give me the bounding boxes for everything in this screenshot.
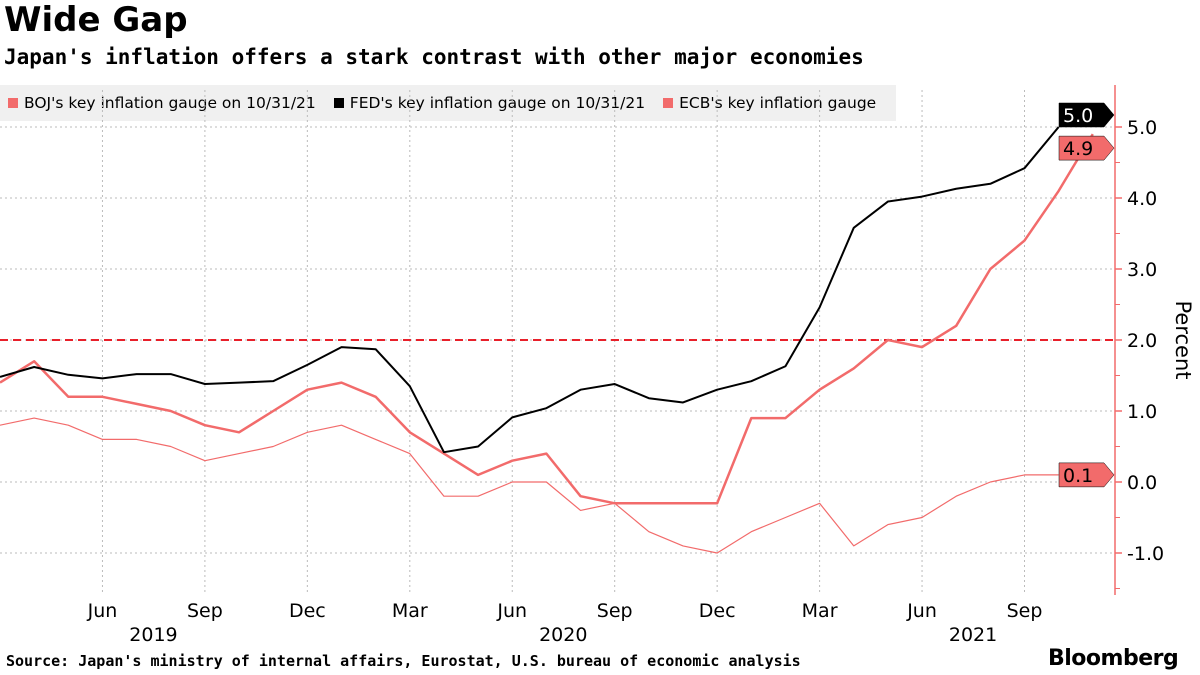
legend-item-boj: BOJ's key inflation gauge on 10/31/21	[8, 94, 316, 112]
chart-subtitle: Japan's inflation offers a stark contras…	[4, 45, 864, 69]
y-tick-label: 2.0	[1127, 330, 1157, 352]
x-tick-label: Sep	[1007, 600, 1043, 622]
x-tick-label: Mar	[392, 600, 428, 622]
series-line-boj	[0, 417, 1059, 554]
series-line-ecb	[0, 133, 1094, 505]
legend-swatch	[663, 98, 674, 108]
x-tick-label: Jun	[906, 600, 937, 622]
end-label-fed: 5.0	[1058, 102, 1115, 128]
end-label-text: 5.0	[1063, 105, 1093, 127]
y-tick-label: 4.0	[1127, 188, 1157, 210]
x-year-label: 2019	[129, 624, 177, 646]
x-tick-label: Jun	[496, 600, 527, 622]
y-tick-label: 3.0	[1127, 259, 1157, 281]
y-axis-label: Percent	[1171, 300, 1195, 379]
y-tick-label: -1.0	[1127, 543, 1164, 565]
legend-label: ECB's key inflation gauge	[679, 94, 877, 112]
x-year-label: 2021	[949, 624, 997, 646]
end-label-tag	[1058, 462, 1115, 488]
legend-label: FED's key inflation gauge on 10/31/21	[349, 94, 646, 112]
y-tick-label: 1.0	[1127, 401, 1157, 423]
legend: BOJ's key inflation gauge on 10/31/21 FE…	[0, 85, 897, 121]
legend-item-ecb: ECB's key inflation gauge	[663, 94, 876, 112]
end-label-text: 0.1	[1063, 465, 1093, 487]
x-tick-label: Dec	[289, 600, 326, 622]
x-tick-label: Dec	[699, 600, 736, 622]
series-line-fed	[0, 126, 1060, 454]
legend-swatch	[8, 98, 18, 108]
bloomberg-logo: Bloomberg	[1048, 646, 1179, 671]
end-label-boj: 0.1	[1058, 462, 1115, 488]
chart-title: Wide Gap	[4, 0, 188, 40]
legend-item-fed: FED's key inflation gauge on 10/31/21	[333, 94, 646, 112]
end-label-ecb: 4.9	[1058, 135, 1115, 161]
legend-label: BOJ's key inflation gauge on 10/31/21	[24, 94, 316, 112]
x-tick-label: Sep	[597, 600, 633, 622]
legend-swatch	[333, 98, 344, 108]
x-tick-label: Mar	[802, 600, 838, 622]
x-year-label: 2020	[539, 624, 587, 646]
x-tick-label: Sep	[187, 600, 223, 622]
source-note: Source: Japan's ministry of internal aff…	[6, 652, 801, 670]
y-tick-label: 0.0	[1127, 472, 1157, 494]
x-tick-label: Jun	[87, 600, 118, 622]
end-label-text: 4.9	[1063, 138, 1093, 160]
end-label-tag	[1058, 102, 1115, 128]
y-tick-label: 5.0	[1127, 117, 1157, 139]
end-label-tag	[1058, 135, 1115, 161]
